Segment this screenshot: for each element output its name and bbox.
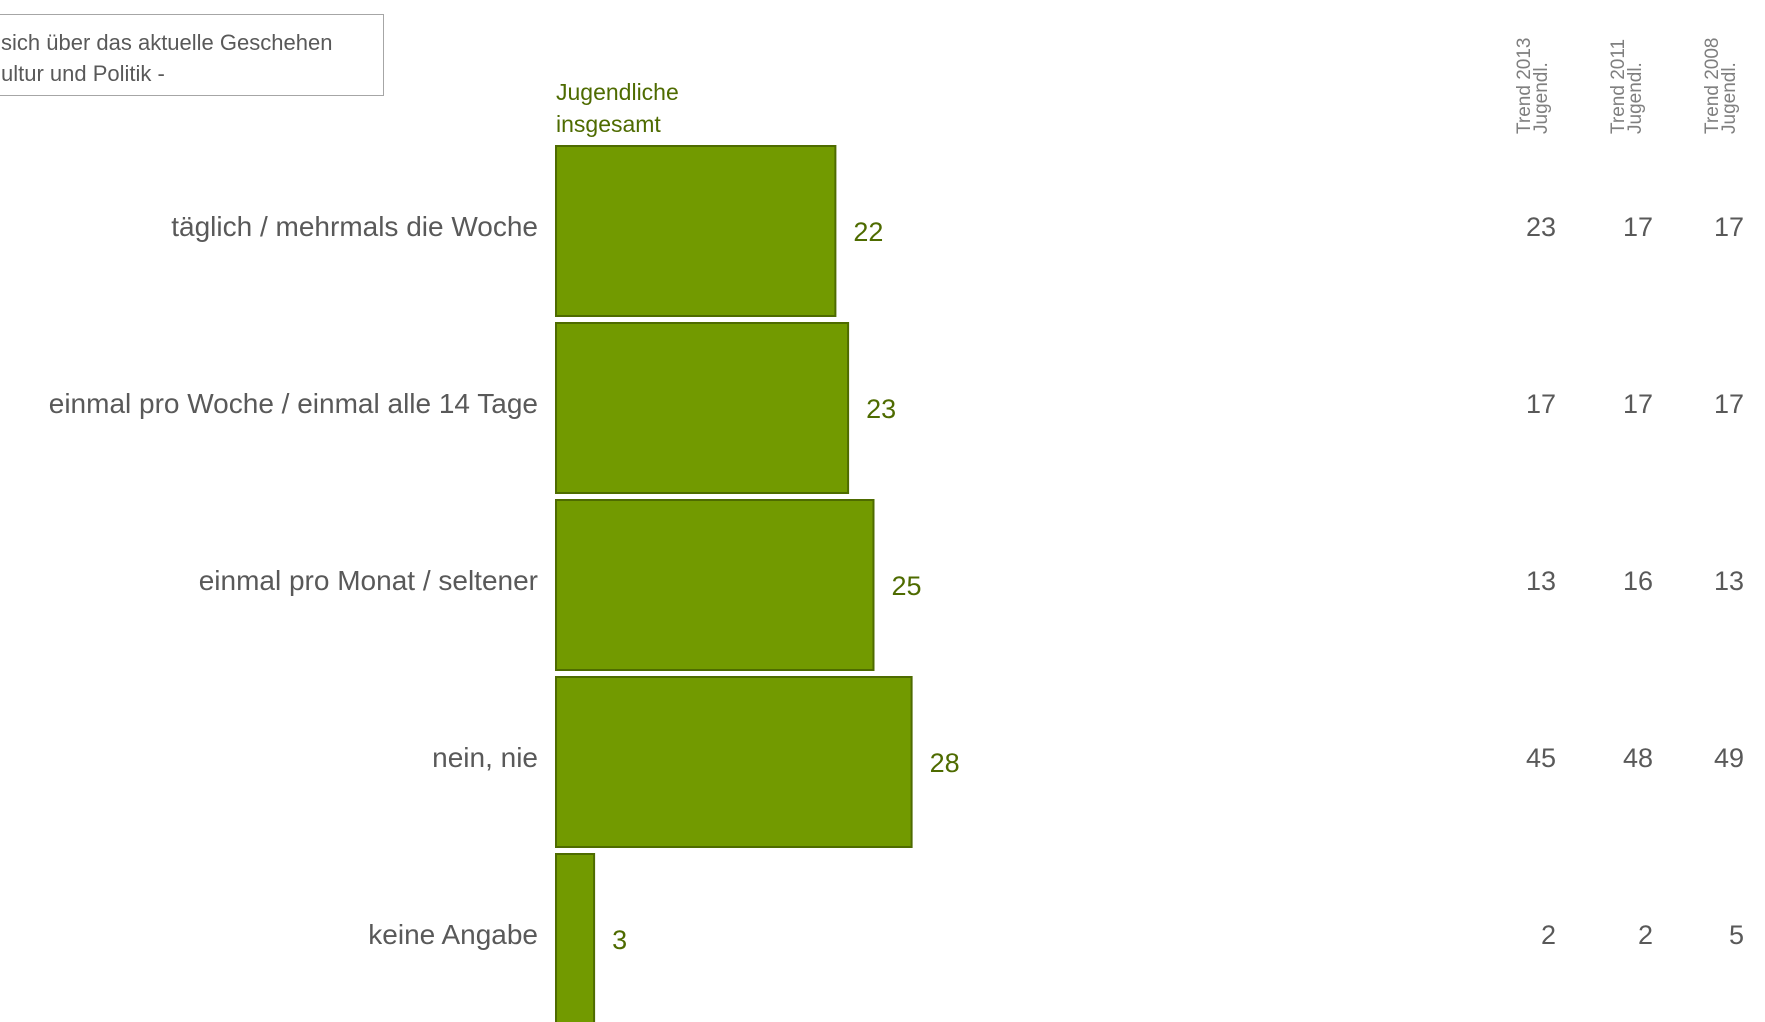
trend-value: 23 bbox=[1526, 212, 1556, 242]
series-label-line-2: insgesamt bbox=[556, 111, 661, 137]
trend-value: 17 bbox=[1526, 389, 1556, 419]
trend-value: 2 bbox=[1541, 920, 1556, 950]
series-label-line-1: Jugendliche bbox=[556, 79, 679, 105]
bar bbox=[555, 499, 875, 671]
bar-value-label: 23 bbox=[866, 394, 896, 424]
category-label: keine Angabe bbox=[368, 919, 538, 950]
bar bbox=[555, 145, 837, 317]
bar bbox=[555, 853, 596, 1022]
category-label: einmal pro Monat / seltener bbox=[199, 565, 538, 596]
trend-value: 17 bbox=[1623, 389, 1653, 419]
trend-value: 49 bbox=[1714, 743, 1744, 773]
category-label: einmal pro Woche / einmal alle 14 Tage bbox=[49, 388, 538, 419]
trend-value: 5 bbox=[1729, 920, 1744, 950]
trend-value: 17 bbox=[1714, 389, 1744, 419]
bar bbox=[555, 322, 850, 494]
trend-value: 16 bbox=[1623, 566, 1653, 596]
trend-value: 48 bbox=[1623, 743, 1653, 773]
question-text-line-2: ultur und Politik - bbox=[1, 61, 165, 86]
trend-value: 17 bbox=[1623, 212, 1653, 242]
bar-value-label: 28 bbox=[930, 748, 960, 778]
bar-value-label: 25 bbox=[892, 571, 922, 601]
category-label: nein, nie bbox=[432, 742, 538, 773]
question-text-box: sich über das aktuelle Geschehen ultur u… bbox=[0, 14, 384, 96]
trend-value: 17 bbox=[1714, 212, 1744, 242]
bar bbox=[555, 676, 913, 848]
category-label: täglich / mehrmals die Woche bbox=[171, 211, 538, 242]
trend-value: 45 bbox=[1526, 743, 1556, 773]
trend-value: 2 bbox=[1638, 920, 1653, 950]
trend-value: 13 bbox=[1526, 566, 1556, 596]
bar-value-label: 22 bbox=[853, 217, 883, 247]
trend-value: 13 bbox=[1714, 566, 1744, 596]
bar-value-label: 3 bbox=[612, 925, 627, 955]
question-text-line-1: sich über das aktuelle Geschehen bbox=[1, 30, 333, 55]
